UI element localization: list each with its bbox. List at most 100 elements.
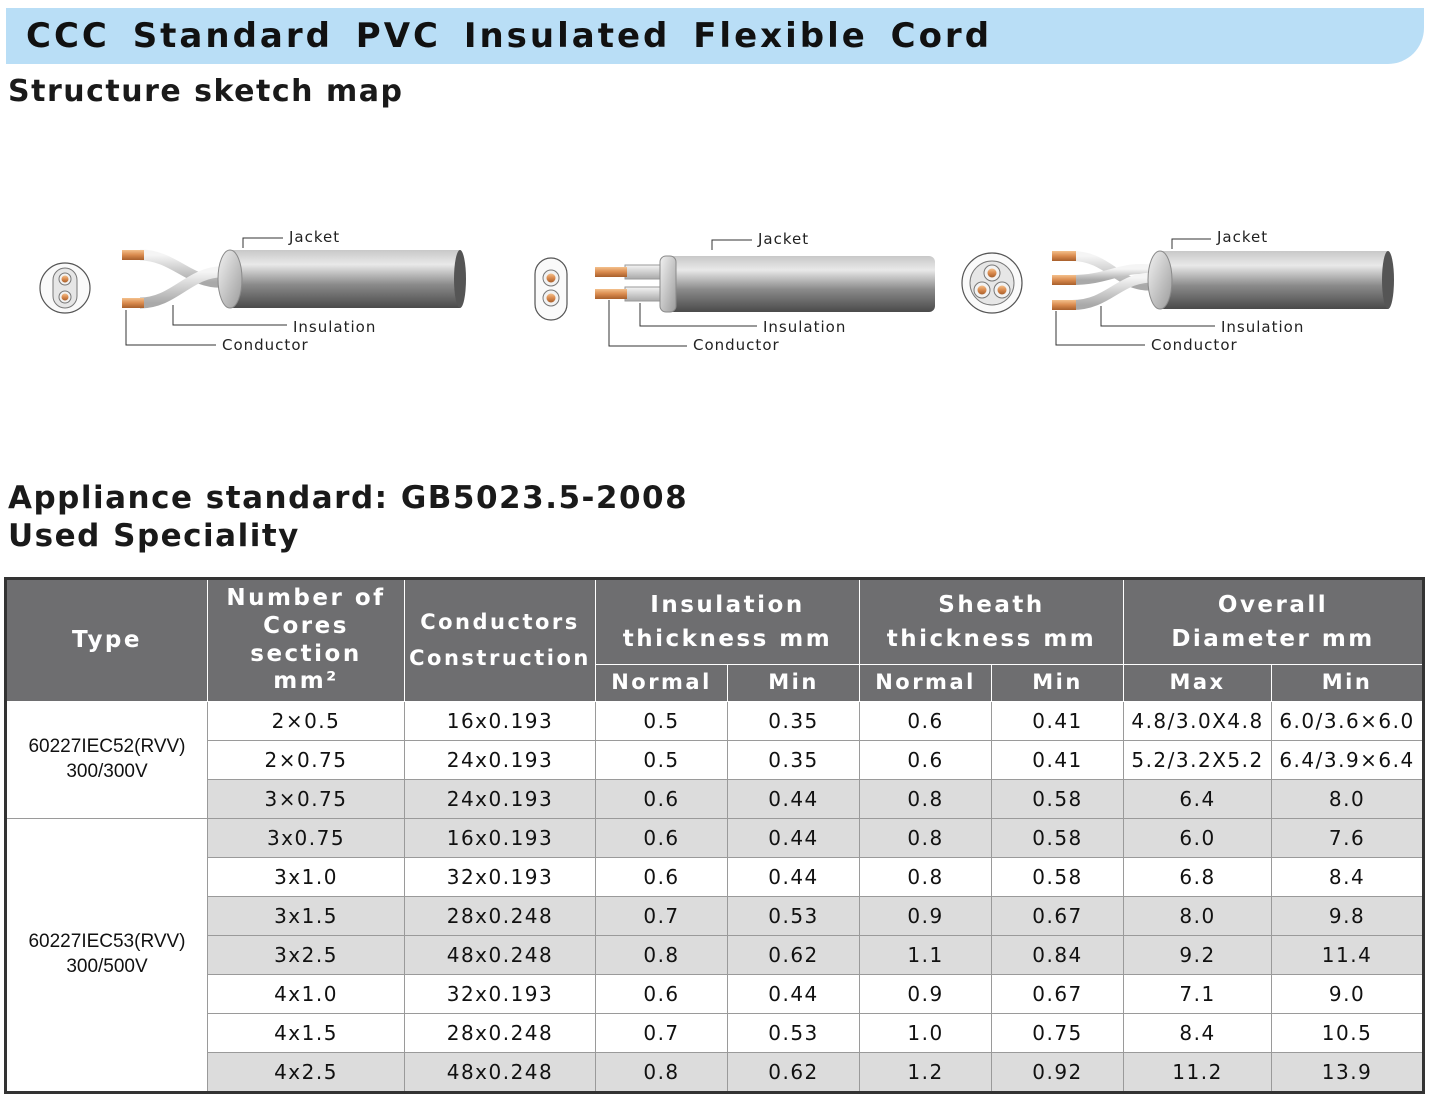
header-insulation-normal: Normal (595, 664, 728, 702)
table-cell: 3x1.0 (207, 857, 405, 897)
table-row: 4x2.5 48x0.248 0.8 0.62 1.2 0.92 11.2 13.9 (6, 1052, 1425, 1093)
label-jacket: Jacket (288, 228, 340, 246)
table-cell: 28x0.248 (404, 1013, 596, 1053)
label-conductor: Conductor (222, 336, 309, 354)
table-cell: 0.62 (726, 935, 861, 975)
table-cell: 0.75 (991, 1013, 1125, 1053)
title-banner (6, 8, 1424, 64)
table-cell: 24x0.193 (404, 740, 596, 780)
table-cell: 3×0.75 (207, 779, 405, 819)
sketch-heading: Structure sketch map (8, 74, 404, 109)
table-cell: 10.5 (1271, 1013, 1425, 1053)
table-cell: 0.84 (991, 935, 1125, 975)
spec-table-body: 60227IEC52(RVV) 300/300V 2×0.5 16x0.193 0.5 0… (5, 701, 1425, 1093)
type-cell: 60227IEC52(RVV) 300/300V (5, 701, 208, 819)
table-cell: 8.0 (1271, 779, 1425, 819)
table-cell: 9.0 (1271, 974, 1425, 1014)
table-row: 2×0.75 24x0.193 0.5 0.35 0.6 0.41 5.2/3.2X5.2 6… (6, 740, 1425, 780)
table-cell: 7.6 (1271, 818, 1425, 858)
table-cell: 0.44 (726, 779, 861, 819)
table-row: 3×0.75 24x0.193 0.6 0.44 0.8 0.58 6.4 8.0 (6, 779, 1425, 819)
table-cell: 32x0.193 (404, 974, 596, 1014)
structure-sketch-map: Jacket Insulation Conductor Jacket Insul… (39, 228, 1394, 354)
table-cell: 13.9 (1271, 1052, 1425, 1093)
table-cell: 0.41 (991, 740, 1125, 780)
header-sheath: Sheath thickness mm (859, 578, 1125, 665)
cable-sketch-round-2core: Jacket Insulation Conductor (39, 228, 466, 354)
table-cell: 9.2 (1123, 935, 1273, 975)
table-cell: 9.8 (1271, 896, 1425, 936)
table-cell: 4x2.5 (207, 1052, 405, 1093)
table-cell: 4.8/3.0X4.8 (1123, 701, 1273, 741)
table-row: 4x1.0 32x0.193 0.6 0.44 0.9 0.67 7.1 9.0 (6, 974, 1425, 1014)
table-cell: 0.6 (859, 701, 993, 741)
conductor-copper (122, 298, 144, 308)
table-cell: 48x0.248 (404, 935, 596, 975)
table-cell: 8.4 (1123, 1013, 1273, 1053)
conductor-copper (1052, 251, 1076, 261)
label-insulation: Insulation (293, 318, 376, 336)
table-cell: 16x0.193 (404, 818, 596, 858)
table-cell: 16x0.193 (404, 701, 596, 741)
table-cell: 0.67 (991, 974, 1125, 1014)
table-cell: 0.6 (859, 740, 993, 780)
header-sheath-min: Min (991, 664, 1125, 702)
table-cell: 1.1 (859, 935, 993, 975)
table-cell: 0.58 (991, 779, 1125, 819)
conductor-copper (595, 289, 627, 299)
label-insulation: Insulation (763, 318, 846, 336)
table-cell: 2×0.5 (207, 701, 405, 741)
table-row: 4x1.5 28x0.248 0.7 0.53 1.0 0.75 8.4 10.5 (6, 1013, 1425, 1053)
table-cell: 0.44 (726, 857, 861, 897)
table-row: 3x2.5 48x0.248 0.8 0.62 1.1 0.84 9.2 11.4 (6, 935, 1425, 975)
table-row: 3x1.0 32x0.193 0.6 0.44 0.8 0.58 6.8 8.4 (6, 857, 1425, 897)
table-cell: 0.44 (726, 974, 861, 1014)
table-cell: 0.9 (859, 974, 993, 1014)
table-cell: 6.0/3.6×6.0 (1271, 701, 1425, 741)
cable-sketch-flat-2core: Jacket Insulation Conductor (534, 230, 935, 354)
table-cell: 0.67 (991, 896, 1125, 936)
table-cell: 8.4 (1271, 857, 1425, 897)
header-insulation-min: Min (726, 664, 861, 702)
table-cell: 4x1.0 (207, 974, 405, 1014)
table-cell: 0.8 (859, 779, 993, 819)
header-type: Type (5, 578, 208, 702)
table-cell: 0.5 (595, 740, 728, 780)
table-row: 3x1.5 28x0.248 0.7 0.53 0.9 0.67 8.0 9.8 (6, 896, 1425, 936)
table-cell: 0.6 (595, 974, 728, 1014)
table-cell: 32x0.193 (404, 857, 596, 897)
label-jacket: Jacket (1216, 228, 1268, 246)
table-cell: 3x0.75 (207, 818, 405, 858)
table-cell: 7.1 (1123, 974, 1273, 1014)
table-cell: 6.0 (1123, 818, 1273, 858)
appliance-standard: Appliance standard: GB5023.5-2008 (8, 480, 689, 516)
table-cell: 0.41 (991, 701, 1125, 741)
cross-section-flat (534, 257, 568, 321)
table-cell: 0.58 (991, 857, 1125, 897)
table-row: 60227IEC53(RVV) 300/500V 3x0.75 16x0.193 0.6… (5, 818, 1425, 1093)
header-insulation: Insulation thickness mm (594, 578, 861, 665)
label-conductor: Conductor (1151, 336, 1238, 354)
spec-table: Type Number of Cores section mm² Conduct… (4, 577, 1426, 1094)
table-cell: 1.0 (859, 1013, 993, 1053)
type-label: 60227IEC52(RVV) (28, 736, 186, 758)
type-label: 300/500V (66, 956, 148, 977)
table-cell: 0.8 (859, 857, 993, 897)
table-cell: 3x2.5 (207, 935, 405, 975)
table-cell: 1.2 (859, 1052, 993, 1093)
page-title: CCC Standard PVC Insulated Flexible Cord (26, 16, 993, 56)
table-cell: 0.44 (726, 818, 861, 858)
jacket (665, 256, 935, 312)
table-cell: 5.2/3.2X5.2 (1123, 740, 1273, 780)
type-cell: 60227IEC53(RVV) 300/500V (5, 818, 208, 1093)
table-cell: 6.4/3.9×6.4 (1271, 740, 1425, 780)
table-cell: 28x0.248 (404, 896, 596, 936)
jacket (1160, 251, 1388, 309)
header-sheath-normal: Normal (859, 664, 993, 702)
table-cell: 3x1.5 (207, 896, 405, 936)
table-cell: 0.9 (859, 896, 993, 936)
header-cores: Number of Cores section mm² (207, 578, 405, 702)
jacket (230, 250, 460, 308)
conductor-copper (122, 250, 144, 260)
conductor-copper (1052, 300, 1076, 310)
